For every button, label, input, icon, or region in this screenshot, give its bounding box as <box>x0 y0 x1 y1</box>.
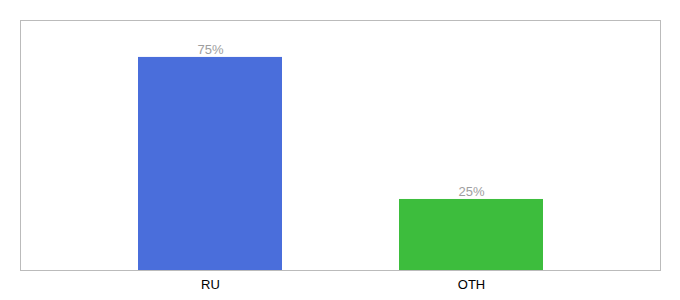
svg-text:25%: 25% <box>458 184 484 199</box>
svg-text:OTH: OTH <box>458 277 485 292</box>
svg-text:75%: 75% <box>197 42 223 57</box>
svg-text:RU: RU <box>201 277 220 292</box>
